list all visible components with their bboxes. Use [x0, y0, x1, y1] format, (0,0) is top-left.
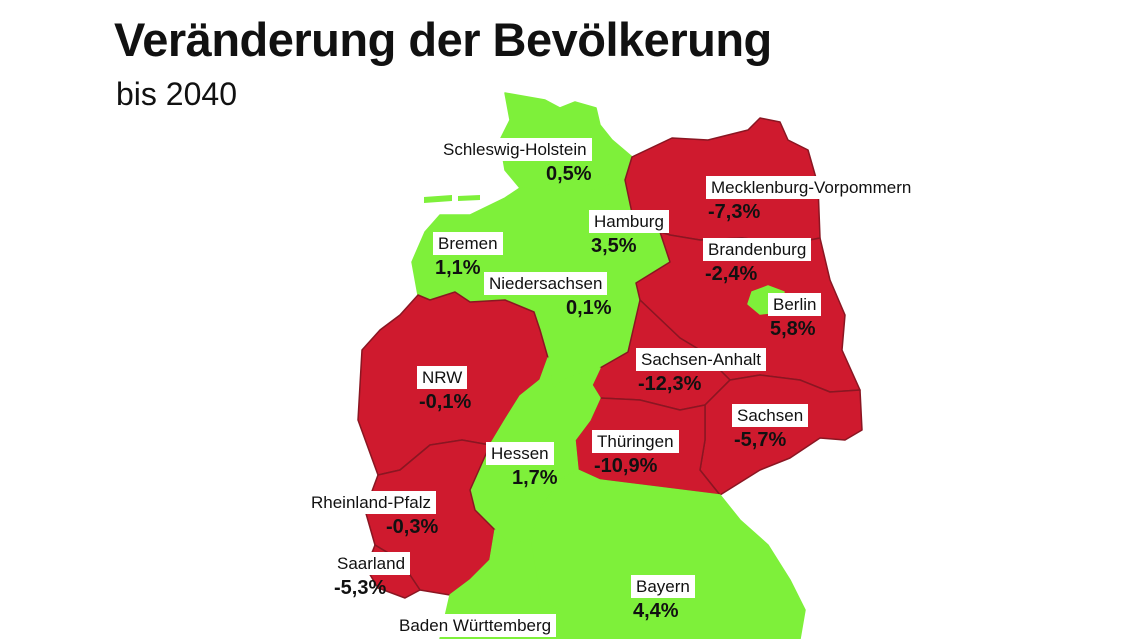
state-name-bb: Brandenburg — [703, 238, 812, 261]
state-name-bw: Baden Württemberg — [394, 614, 557, 637]
state-value-hh: 3,5% — [591, 235, 637, 257]
label-th: Thüringen -10,9% — [592, 430, 679, 479]
state-value-he: 1,7% — [512, 467, 558, 489]
state-name-mv: Mecklenburg-Vorpommern — [706, 176, 917, 199]
state-name-th: Thüringen — [592, 430, 679, 453]
label-by: Bayern 4,4% — [631, 575, 695, 624]
label-hb: Bremen 1,1% — [433, 232, 503, 281]
label-hh: Hamburg 3,5% — [589, 210, 669, 259]
label-sh: Schleswig-Holstein 0,5% — [436, 138, 594, 187]
state-value-by: 4,4% — [633, 600, 679, 622]
state-value-nw: -0,1% — [419, 391, 472, 413]
state-name-hb: Bremen — [433, 232, 503, 255]
label-bb: Brandenburg -2,4% — [703, 238, 812, 287]
state-value-hb: 1,1% — [435, 257, 481, 279]
label-mv: Mecklenburg-Vorpommern -7,3% — [706, 176, 917, 225]
state-value-sl: -5,3% — [334, 577, 387, 599]
state-name-sn: Sachsen — [732, 404, 809, 427]
state-value-th: -10,9% — [594, 455, 658, 477]
state-value-mv: -7,3% — [708, 201, 761, 223]
island-shape — [424, 195, 500, 215]
label-sn: Sachsen -5,7% — [732, 404, 809, 453]
page-title: Veränderung der Bevölkerung — [114, 13, 772, 66]
state-shape-by[interactable] — [529, 469, 806, 639]
state-name-st: Sachsen-Anhalt — [636, 348, 767, 371]
label-nw: NRW -0,1% — [417, 366, 473, 415]
state-value-ni: 0,1% — [566, 297, 612, 319]
state-name-by: Bayern — [631, 575, 695, 598]
state-value-sh: 0,5% — [546, 163, 592, 185]
state-name-be: Berlin — [768, 293, 822, 316]
state-name-sh: Schleswig-Holstein — [437, 138, 592, 161]
page-subtitle: bis 2040 — [116, 76, 237, 112]
state-name-nw: NRW — [417, 366, 468, 389]
label-st: Sachsen-Anhalt -12,3% — [636, 348, 767, 397]
state-name-ni: Niedersachsen — [484, 272, 608, 295]
state-value-st: -12,3% — [638, 373, 702, 395]
state-value-bb: -2,4% — [705, 263, 758, 285]
label-rp: Rheinland-Pfalz -0,3% — [306, 491, 440, 540]
state-value-sn: -5,7% — [734, 429, 787, 451]
label-ni: Niedersachsen 0,1% — [484, 272, 614, 321]
state-name-sl: Saarland — [332, 552, 411, 575]
state-name-he: Hessen — [486, 442, 554, 465]
state-value-be: 5,8% — [770, 318, 816, 340]
state-shape-bw[interactable] — [439, 529, 566, 639]
label-be: Berlin 5,8% — [768, 293, 822, 342]
label-bw: Baden Württemberg — [394, 614, 557, 637]
label-he: Hessen 1,7% — [486, 442, 560, 491]
state-value-rp: -0,3% — [386, 516, 439, 538]
label-sl: Saarland -5,3% — [332, 552, 411, 601]
state-name-hh: Hamburg — [589, 210, 669, 233]
state-name-rp: Rheinland-Pfalz — [306, 491, 437, 514]
